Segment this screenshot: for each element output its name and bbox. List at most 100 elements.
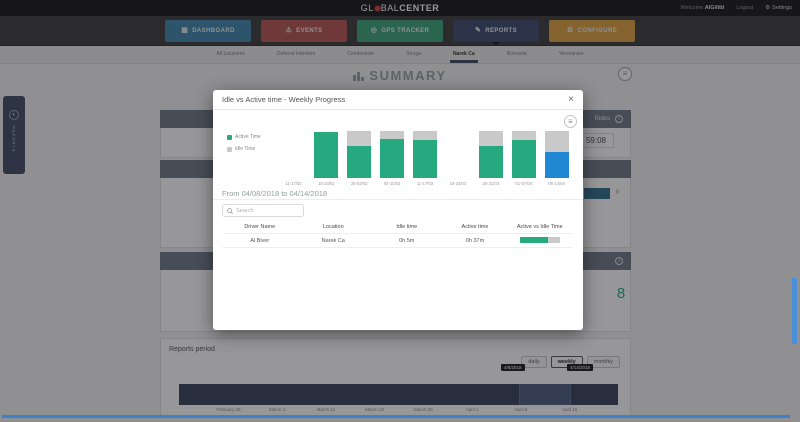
nav-button-label: GPS TRACKER <box>381 27 430 34</box>
bar-25-31/03[interactable] <box>474 131 507 178</box>
active-time-cell: 0h 37m <box>465 237 485 244</box>
range-button-monthly[interactable]: monthly <box>586 356 620 368</box>
timeline-axis-label: March 18 <box>365 407 384 412</box>
subnav-tab-romania[interactable]: Romania <box>506 51 527 57</box>
location-cell: Narek Ca <box>321 237 345 244</box>
chart-legend: Active Time Idle Time <box>227 134 261 152</box>
gear-icon: ⚙ <box>765 5 771 11</box>
timeline-tooltip-end: 4/14/2018 <box>567 364 594 371</box>
weekly-progress-modal: Idle vs Active time - Weekly Progress × … <box>213 90 583 330</box>
table-header-cell: Driver Name <box>244 224 276 230</box>
active-nav-caret <box>492 41 500 50</box>
events-icon: ⚠ <box>285 27 293 34</box>
active-segment <box>544 152 569 178</box>
settings-link[interactable]: ⚙ Settings <box>765 5 792 11</box>
subnav-tab-all-locations[interactable]: All Locations <box>216 51 245 57</box>
timeline-axis-label: March 4 <box>268 407 286 412</box>
table-header-cell: Location <box>322 224 344 230</box>
nav-button-label: CONFIGURE <box>577 27 618 34</box>
timeline-axis-label: March 25 <box>413 407 433 412</box>
chart-export-menu-button[interactable]: ≡ <box>564 115 577 128</box>
logo-text-prefix: GL <box>360 3 374 13</box>
search-input[interactable] <box>236 207 296 214</box>
range-button-daily[interactable]: daily <box>521 356 547 368</box>
search-icon <box>227 207 233 214</box>
nav-button-label: EVENTS <box>296 27 323 34</box>
timeline-axis-label: April 1 <box>465 407 479 412</box>
table-header-cell: Active vs Idle Time <box>516 224 563 230</box>
side-tab-reports[interactable]: ◐ REPORTS <box>3 96 25 174</box>
timeline-axis-label: April 8 <box>514 407 528 412</box>
x-axis-label: 18-24/02 <box>318 181 335 186</box>
idle-segment <box>413 131 437 140</box>
reports-icon: ✎ <box>474 27 482 34</box>
active-segment <box>347 145 372 178</box>
active-segment <box>511 140 536 178</box>
info-icon[interactable]: i <box>615 257 623 265</box>
bar-18-24/03[interactable] <box>441 131 474 178</box>
subnav-tab-condensate[interactable]: Condensate <box>347 51 375 57</box>
timeline-axis-label: February 28 <box>216 407 241 412</box>
app-logo: GL BALCENTER <box>0 0 800 16</box>
legend-swatch <box>227 134 232 140</box>
legend-swatch <box>227 146 232 152</box>
bar-04-10/03[interactable] <box>376 131 409 178</box>
table-header-row: Driver Name Location Idle time Active time A… <box>223 221 573 233</box>
timeline-tooltip-start: 4/8/2018 <box>501 364 525 371</box>
legend-item-idle-time[interactable]: Idle Time <box>227 146 261 152</box>
nav-button-label: REPORTS <box>485 27 518 34</box>
timeline-axis-label: March 11 <box>316 407 336 412</box>
x-axis-label: 25-31/03 <box>482 181 500 186</box>
subnav-tab-deferral-intention[interactable]: Deferral Intention <box>276 51 316 57</box>
gps-tracker-icon: ◎ <box>370 27 378 34</box>
horizontal-scrollbar-thumb[interactable] <box>2 415 790 418</box>
idle-time-cell: 0h 5m <box>399 237 415 244</box>
sub-nav: All Locations Deferral Intention Condensat… <box>0 46 800 64</box>
vertical-scrollbar-thumb[interactable] <box>792 278 797 344</box>
x-axis-label: 25-03/03 <box>350 181 368 186</box>
subnav-tab-yerevanian[interactable]: Yerevanian <box>558 51 584 57</box>
x-axis-label: 01-07/04 <box>515 181 532 186</box>
bar-18-24/02[interactable] <box>310 131 343 178</box>
x-axis-label: 11-17/03 <box>416 181 434 186</box>
timeline-track[interactable] <box>179 384 618 405</box>
driver-name-cell: Al Biver <box>250 237 270 244</box>
rides-value: 59:08 <box>577 133 614 148</box>
bar-08-14/04[interactable] <box>540 131 573 178</box>
idle-segment <box>347 131 372 146</box>
mid-card-bar <box>584 188 610 199</box>
idle-segment <box>380 131 405 139</box>
nav-button-gps-tracker[interactable]: ◎ GPS TRACKER <box>357 19 443 42</box>
mid-card-bar-value: 0 <box>616 190 620 196</box>
date-range-text: From 04/08/2018 to 04/14/2018 <box>222 189 328 198</box>
dashboard-icon: ▦ <box>181 27 189 34</box>
active-segment <box>314 132 339 178</box>
active-vs-idle-fill <box>519 236 548 243</box>
divider <box>213 199 583 200</box>
bar-11-17/03[interactable] <box>409 131 442 178</box>
nav-button-events[interactable]: ⚠ EVENTS <box>261 19 347 42</box>
timeline-selection[interactable] <box>519 384 571 405</box>
subnav-tab-struga[interactable]: Struga <box>406 51 421 57</box>
close-icon[interactable]: × <box>568 93 574 105</box>
summary-menu-button[interactable]: ≡ <box>618 67 632 81</box>
chart-x-axis-labels: 11-17/02 18-24/02 25-03/03 04-10/03 11-17/03… <box>277 181 573 186</box>
table-row[interactable]: Al Biver Narek Ca 0h 5m 0h 37m <box>223 233 573 248</box>
globe-icon <box>373 5 381 12</box>
table-body: Al Biver Narek Ca 0h 5m 0h 37m <box>223 233 573 248</box>
bar-01-07/04[interactable] <box>507 131 540 178</box>
subnav-tab-narek-ca[interactable]: Narek Ca <box>449 47 478 63</box>
bar-25-03/03[interactable] <box>343 131 376 178</box>
legend-item-active-time[interactable]: Active Time <box>227 134 261 140</box>
nav-button-reports[interactable]: ✎ REPORTS <box>453 19 539 46</box>
info-icon[interactable]: i <box>615 115 623 123</box>
bar-11-17/02[interactable] <box>277 131 310 178</box>
username: AlGilitti <box>704 5 725 11</box>
logout-link[interactable]: Logout <box>736 5 754 11</box>
logo-text-suffix: CENTER <box>399 3 440 13</box>
x-axis-label: 08-14/04 <box>548 181 565 186</box>
logo-text-mid: BAL <box>380 3 400 13</box>
nav-button-dashboard[interactable]: ▦ DASHBOARD <box>165 19 251 42</box>
active-segment <box>380 138 405 178</box>
nav-button-configure[interactable]: ⚙ CONFIGURE <box>549 19 635 42</box>
